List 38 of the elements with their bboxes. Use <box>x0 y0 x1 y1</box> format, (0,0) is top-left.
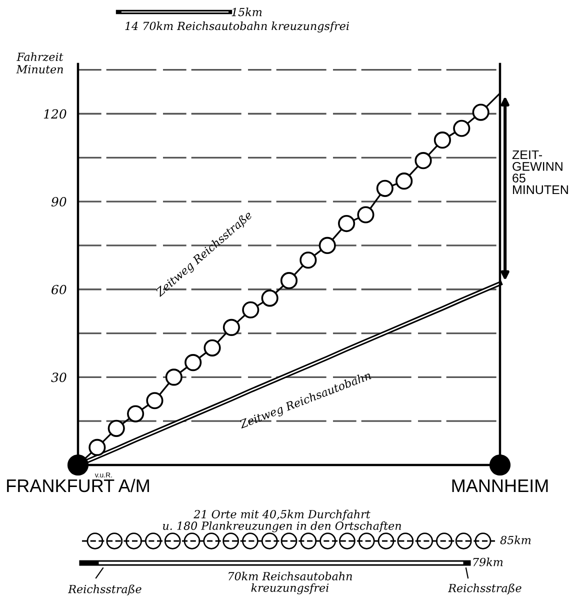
point <box>472 104 490 121</box>
point <box>453 120 470 137</box>
point <box>146 392 164 410</box>
point <box>338 214 356 232</box>
y-tick-label: 120 <box>44 109 66 119</box>
point <box>357 206 374 224</box>
y-axis-title: Fahrzeit Minuten <box>16 52 64 74</box>
point <box>414 152 432 170</box>
point <box>318 236 336 254</box>
point <box>88 438 106 456</box>
text: 85km <box>500 536 531 544</box>
text: 70km Reichsautobahn kreuzungsfrei <box>228 572 352 594</box>
y-tick-label: 60 <box>52 284 66 294</box>
point <box>127 405 144 422</box>
y-tick-label: 30 <box>51 372 66 382</box>
point <box>108 420 125 437</box>
point <box>261 290 278 307</box>
text: 14 70km Reichsautobahn kreuzungsfrei <box>125 22 349 32</box>
point <box>242 301 260 318</box>
point <box>165 368 182 386</box>
x-tick-label: MANNHEIM <box>452 480 548 492</box>
point <box>67 454 89 476</box>
point <box>396 172 413 190</box>
point <box>280 272 298 290</box>
point <box>300 252 317 269</box>
x-tick-label: FRANKFURT A/M <box>7 478 149 492</box>
text: ZEIT- GEWINN 65 MINUTEN <box>512 150 568 194</box>
point <box>184 354 202 372</box>
point <box>204 339 221 356</box>
point <box>434 132 451 149</box>
text: Reichsstraße <box>448 584 522 594</box>
y-tick-label: 90 <box>51 197 66 206</box>
text: 21 Orte mit 40,5km Durchfahrt u. 180 Plankreuzungen in den Ortschaften <box>162 510 402 532</box>
text: Reichsstraße <box>68 584 142 596</box>
point <box>376 180 394 197</box>
text: 79km <box>473 558 503 566</box>
text: 15km <box>232 8 262 16</box>
point <box>222 318 240 336</box>
